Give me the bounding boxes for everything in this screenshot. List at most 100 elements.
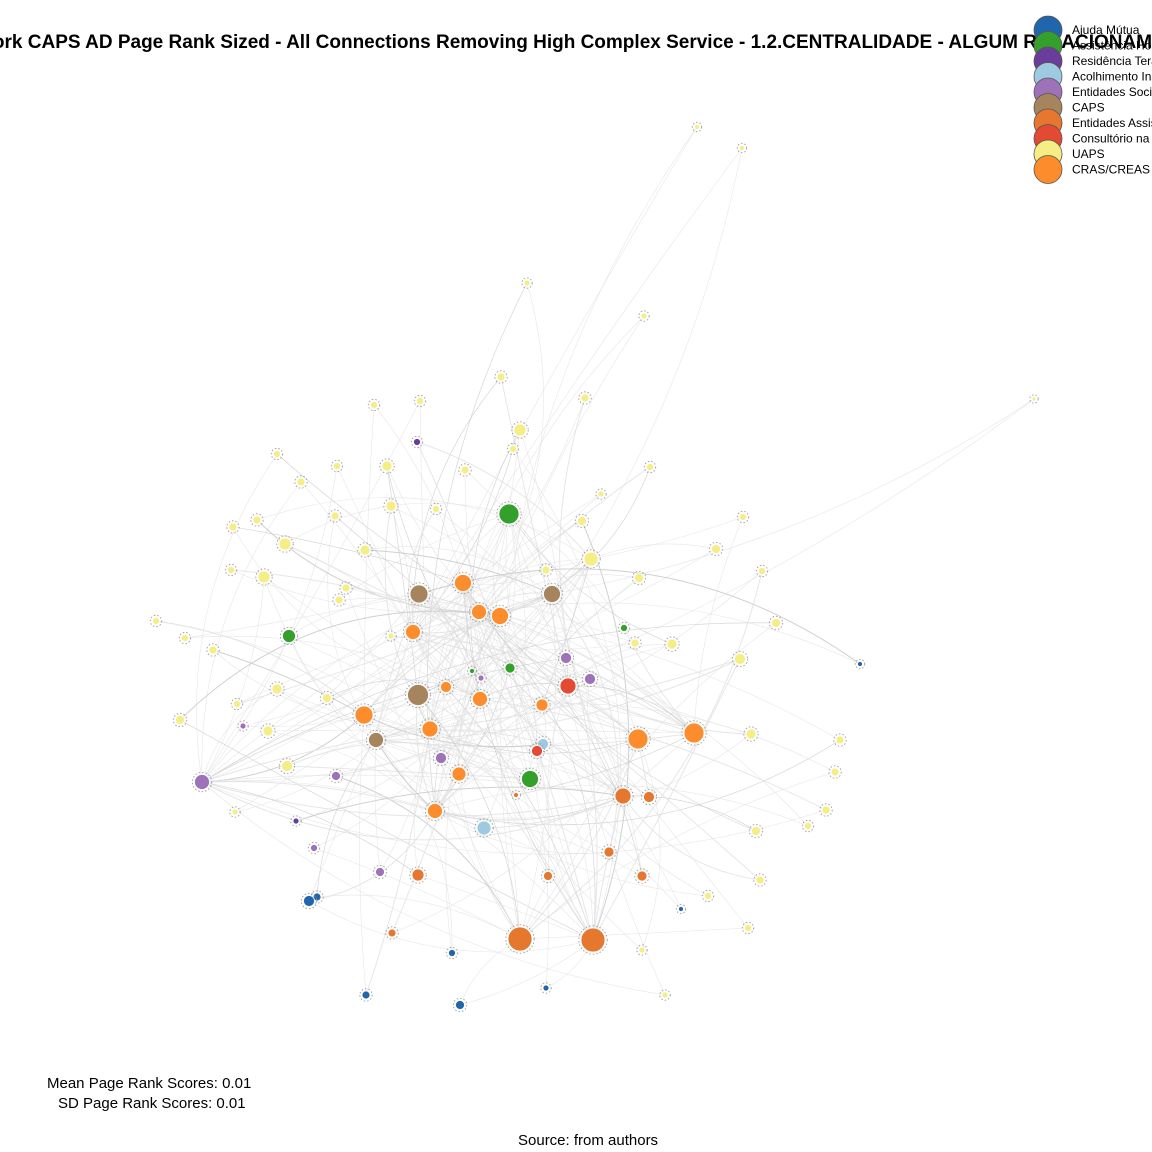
node-halo xyxy=(578,925,608,955)
node-circle xyxy=(634,573,644,583)
node-circle xyxy=(409,584,429,604)
node-halo xyxy=(518,767,542,791)
network-node xyxy=(339,581,353,595)
network-node xyxy=(634,868,650,884)
node-circle xyxy=(636,870,648,882)
network-edge xyxy=(429,582,464,730)
node-halo xyxy=(172,712,188,728)
node-circle xyxy=(354,705,374,725)
node-halo xyxy=(466,665,478,677)
node-halo xyxy=(410,435,424,449)
node-circle xyxy=(292,817,300,825)
network-edge xyxy=(201,493,602,783)
network-edge xyxy=(462,582,757,832)
node-circle xyxy=(638,946,646,954)
network-edge xyxy=(434,429,521,812)
network-edge xyxy=(623,627,695,734)
node-halo xyxy=(488,604,512,628)
node-circle xyxy=(498,503,520,525)
node-halo xyxy=(741,921,755,935)
network-edge xyxy=(390,505,695,734)
network-node xyxy=(432,749,450,767)
node-circle xyxy=(541,565,551,575)
network-edge xyxy=(462,558,592,584)
network-edge xyxy=(234,694,419,813)
network-edge xyxy=(201,400,421,783)
node-halo xyxy=(449,764,469,784)
network-edge xyxy=(375,739,436,812)
network-edge xyxy=(236,611,480,705)
network-node xyxy=(505,924,535,954)
edge-layer xyxy=(155,126,1035,1006)
network-edge xyxy=(458,773,521,940)
network-edge xyxy=(519,771,836,940)
node-circle xyxy=(745,728,757,740)
node-circle xyxy=(535,698,549,712)
network-node xyxy=(664,636,680,652)
network-node xyxy=(506,442,520,456)
node-halo xyxy=(307,841,321,855)
source-caption: Source: from authors xyxy=(518,1132,659,1149)
network-node xyxy=(260,723,276,739)
network-edge xyxy=(622,795,757,832)
node-circle xyxy=(375,867,385,877)
network-node xyxy=(385,630,397,642)
network-node xyxy=(768,615,784,631)
node-halo xyxy=(339,581,353,595)
network-node xyxy=(828,765,842,779)
network-edge xyxy=(364,546,553,595)
node-halo xyxy=(255,568,273,586)
network-node xyxy=(638,310,650,322)
node-halo xyxy=(1029,394,1039,404)
node-circle xyxy=(361,990,371,1000)
network-edge xyxy=(201,774,624,797)
node-halo xyxy=(736,142,748,154)
node-circle xyxy=(580,927,606,953)
node-halo xyxy=(404,681,432,709)
network-edge xyxy=(363,714,650,798)
network-edge xyxy=(429,728,531,780)
network-edge xyxy=(286,765,531,780)
node-halo xyxy=(753,873,767,887)
network-node xyxy=(270,447,284,461)
network-node xyxy=(290,815,302,827)
node-layer xyxy=(149,121,1039,1013)
node-halo xyxy=(328,768,344,784)
node-circle xyxy=(509,445,517,453)
node-circle xyxy=(273,450,281,458)
network-edge xyxy=(478,611,809,827)
legend-label: Entidades Assistenciais xyxy=(1072,116,1152,130)
network-edge xyxy=(345,587,521,940)
legend-label: CAPS xyxy=(1072,101,1105,115)
network-edge xyxy=(462,582,538,752)
network-edge xyxy=(363,611,480,716)
network-edge xyxy=(559,397,624,797)
network-edge xyxy=(565,657,695,734)
node-halo xyxy=(229,806,241,818)
node-halo xyxy=(458,463,472,477)
network-edge xyxy=(480,677,594,941)
network-edge xyxy=(375,739,460,775)
network-node xyxy=(496,501,522,527)
node-circle xyxy=(427,803,443,819)
node-circle xyxy=(387,632,395,640)
network-edge xyxy=(363,404,375,716)
node-circle xyxy=(857,661,863,667)
network-node xyxy=(533,696,551,714)
node-halo xyxy=(675,903,687,915)
network-edge xyxy=(363,714,442,759)
network-node xyxy=(278,757,296,775)
node-halo xyxy=(496,501,522,527)
node-circle xyxy=(543,585,561,603)
network-edge xyxy=(499,126,698,940)
network-edge xyxy=(519,927,749,940)
network-edge xyxy=(286,739,377,767)
node-circle xyxy=(758,567,766,575)
node-halo xyxy=(385,926,399,940)
node-circle xyxy=(603,846,615,858)
node-circle xyxy=(233,700,241,708)
node-circle xyxy=(175,715,185,725)
network-edge xyxy=(590,543,717,560)
network-edge xyxy=(492,513,510,617)
node-circle xyxy=(405,624,421,640)
